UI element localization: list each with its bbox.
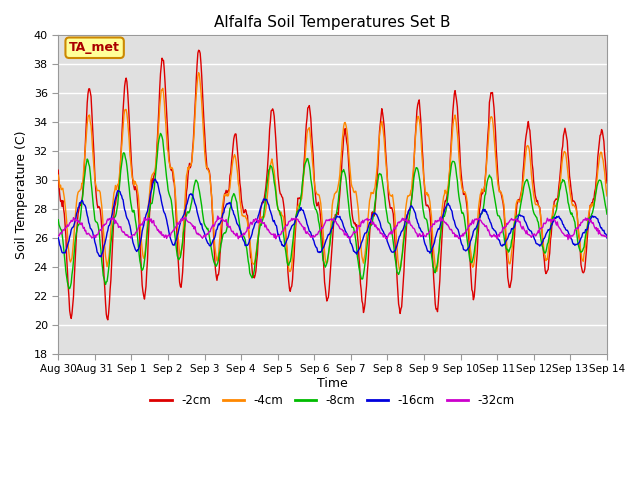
Y-axis label: Soil Temperature (C): Soil Temperature (C) bbox=[15, 130, 28, 259]
Text: TA_met: TA_met bbox=[69, 41, 120, 54]
Legend: -2cm, -4cm, -8cm, -16cm, -32cm: -2cm, -4cm, -8cm, -16cm, -32cm bbox=[146, 389, 520, 411]
X-axis label: Time: Time bbox=[317, 377, 348, 390]
Title: Alfalfa Soil Temperatures Set B: Alfalfa Soil Temperatures Set B bbox=[214, 15, 451, 30]
